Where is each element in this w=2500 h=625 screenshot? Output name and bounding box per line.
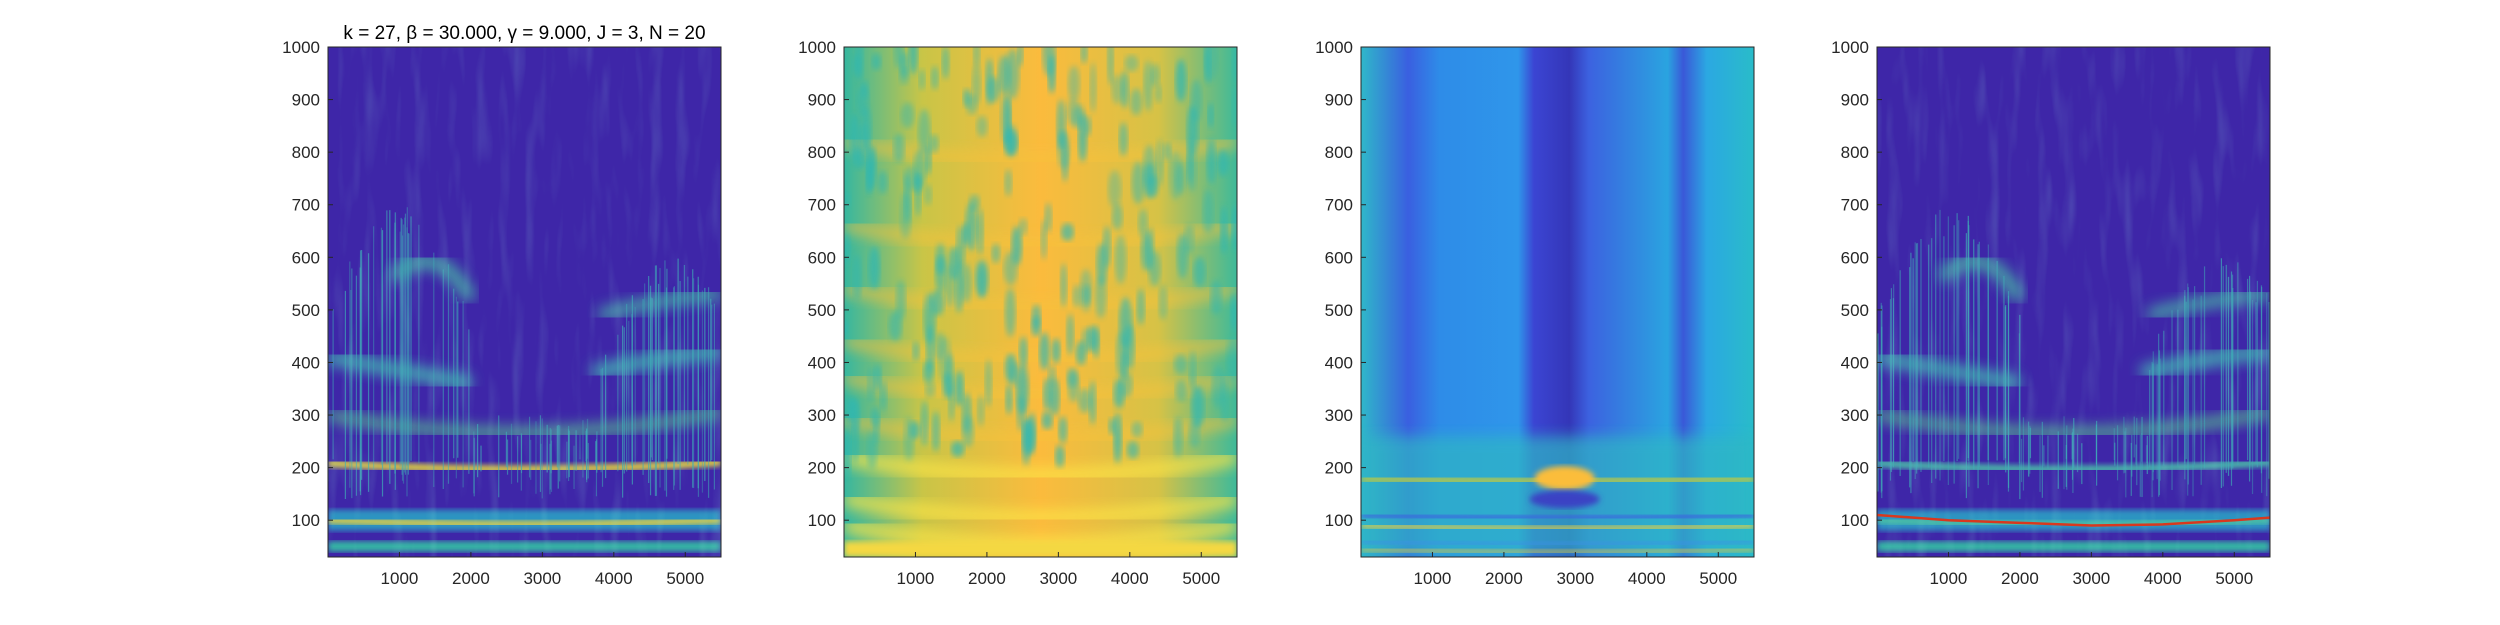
x-tick-label: 5000: [666, 569, 704, 588]
y-tick-label: 100: [1841, 511, 1869, 530]
x-tick-label: 3000: [523, 569, 561, 588]
axes-box: [1876, 46, 2271, 558]
x-tick-label: 1000: [1930, 569, 1968, 588]
y-tick-label: 300: [1841, 406, 1869, 425]
x-tick-label: 2000: [2001, 569, 2039, 588]
x-tick-label: 3000: [1039, 569, 1077, 588]
y-tick-label: 1000: [282, 38, 320, 57]
y-tick-label: 600: [292, 248, 320, 267]
y-tick-label: 600: [1841, 248, 1869, 267]
x-tick-label: 4000: [1628, 569, 1666, 588]
y-tick-label: 300: [1325, 406, 1353, 425]
y-tick-label: 500: [1841, 301, 1869, 320]
y-tick-label: 600: [1325, 248, 1353, 267]
y-tick-label: 700: [292, 196, 320, 215]
y-tick-label: 800: [808, 143, 836, 162]
y-tick-label: 100: [292, 511, 320, 530]
axes-box: [327, 46, 722, 558]
x-tick-label: 2000: [1485, 569, 1523, 588]
y-tick-label: 900: [1841, 91, 1869, 110]
x-tick-label: 5000: [2215, 569, 2253, 588]
axes-box: [843, 46, 1238, 558]
y-tick-label: 500: [808, 301, 836, 320]
x-tick-label: 1000: [897, 569, 935, 588]
y-tick-label: 400: [1325, 353, 1353, 372]
y-tick-label: 300: [292, 406, 320, 425]
x-tick-label: 3000: [2072, 569, 2110, 588]
heatmap-image-4: [1877, 47, 2270, 557]
y-tick-label: 1000: [798, 38, 836, 57]
y-tick-label: 200: [1325, 459, 1353, 478]
x-tick-label: 4000: [595, 569, 633, 588]
y-tick-label: 100: [1325, 511, 1353, 530]
heatmap-image-1: [328, 47, 721, 557]
x-tick-label: 2000: [968, 569, 1006, 588]
axes-box: [1360, 46, 1755, 558]
y-tick-label: 500: [292, 301, 320, 320]
y-tick-label: 900: [292, 91, 320, 110]
heatmap-image-2: [844, 47, 1237, 557]
y-tick-label: 400: [1841, 353, 1869, 372]
y-tick-label: 200: [1841, 459, 1869, 478]
y-tick-label: 800: [1841, 143, 1869, 162]
chart-title: k = 27, β = 30.000, γ = 9.000, J = 3, N …: [343, 23, 705, 44]
y-tick-label: 200: [808, 459, 836, 478]
x-tick-label: 4000: [2144, 569, 2182, 588]
heatmap-image-3: [1361, 47, 1754, 557]
y-tick-label: 400: [808, 353, 836, 372]
y-tick-label: 600: [808, 248, 836, 267]
y-tick-label: 700: [808, 196, 836, 215]
x-tick-label: 1000: [381, 569, 419, 588]
y-tick-label: 500: [1325, 301, 1353, 320]
spectrogram-panel-2: 100 200 300 400 500 600 700 800 900 1000 1000 2000 3…: [798, 38, 1238, 588]
y-tick-label: 700: [1325, 196, 1353, 215]
x-tick-label: 1000: [1414, 569, 1452, 588]
y-tick-label: 1000: [1831, 38, 1869, 57]
y-tick-label: 800: [292, 143, 320, 162]
y-tick-label: 1000: [1315, 38, 1353, 57]
y-tick-label: 700: [1841, 196, 1869, 215]
y-tick-label: 300: [808, 406, 836, 425]
y-tick-label: 800: [1325, 143, 1353, 162]
x-tick-label: 5000: [1182, 569, 1220, 588]
y-tick-label: 900: [808, 91, 836, 110]
ridge-line: [1877, 513, 2270, 527]
y-tick-label: 200: [292, 459, 320, 478]
x-tick-label: 4000: [1111, 569, 1149, 588]
x-tick-label: 5000: [1699, 569, 1737, 588]
spectrogram-panel-3: 100 200 300 400 500 600 700 800 900 1000 1000 2000 3…: [1315, 38, 1755, 588]
spectrogram-panel-1: 100 200 300 400 500 600 700 800 900 1000 1000 2000 3…: [282, 23, 722, 588]
spectrogram-panel-4: 100 200 300 400 500 600 700 800 900 1000 1000 2000 3…: [1831, 38, 2271, 588]
x-tick-label: 2000: [452, 569, 490, 588]
y-tick-label: 100: [808, 511, 836, 530]
x-tick-label: 3000: [1556, 569, 1594, 588]
y-tick-label: 900: [1325, 91, 1353, 110]
y-tick-label: 400: [292, 353, 320, 372]
